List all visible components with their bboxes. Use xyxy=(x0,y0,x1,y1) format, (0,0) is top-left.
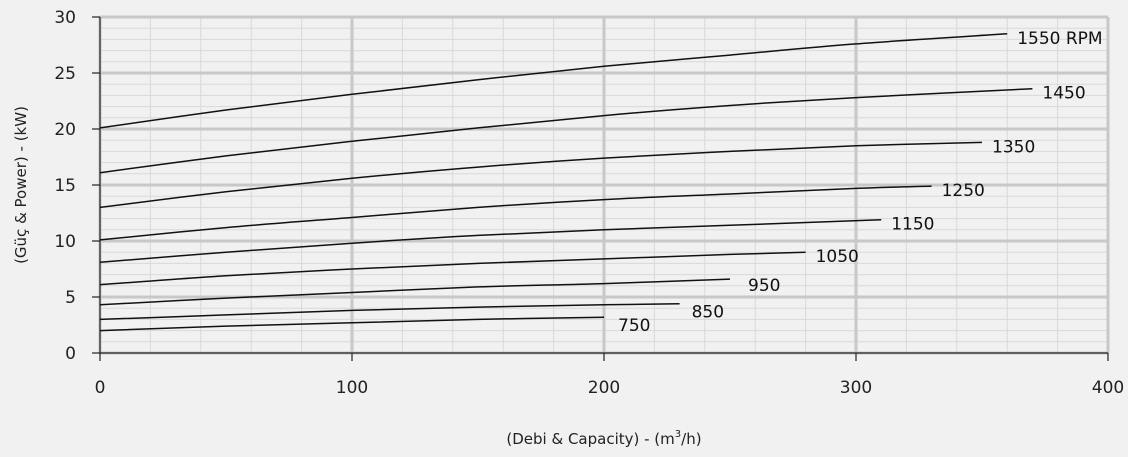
curve-label-1250: 1250 xyxy=(942,181,985,201)
x-tick-label: 400 xyxy=(1092,378,1124,398)
curve-1050 xyxy=(99,251,806,286)
curve-1350 xyxy=(99,141,983,209)
y-tick-label: 0 xyxy=(65,344,76,364)
axis-ticks: 0 100 200 300 400 0 5 10 15 20 25 30 xyxy=(54,8,1124,398)
y-tick-label: 15 xyxy=(54,176,76,196)
curve-label-850: 850 xyxy=(692,303,724,323)
curve-label-1450: 1450 xyxy=(1042,84,1085,104)
curve-label-1550: 1550 RPM xyxy=(1017,29,1102,49)
x-tick-label: 300 xyxy=(840,378,872,398)
y-tick-label: 25 xyxy=(54,64,76,84)
curve-850 xyxy=(99,302,680,321)
x-tick-label: 200 xyxy=(588,378,620,398)
curve-label-1050: 1050 xyxy=(816,247,859,267)
x-tick-label: 0 xyxy=(95,378,106,398)
y-tick-label: 10 xyxy=(54,232,76,252)
curve-label-1350: 1350 xyxy=(992,137,1035,157)
y-tick-label: 20 xyxy=(54,120,76,140)
curve-1450 xyxy=(99,87,1033,174)
curve-1550 xyxy=(99,33,1008,129)
curve-750 xyxy=(99,316,605,332)
curve-1150 xyxy=(99,218,882,264)
y-tick-label: 30 xyxy=(54,8,76,28)
rpm-curves xyxy=(99,33,1033,332)
curve-950 xyxy=(99,278,731,306)
x-axis-title: (Debi & Capacity) - (m3/h) xyxy=(506,429,701,448)
curve-label-950: 950 xyxy=(748,276,780,296)
x-tick-label: 100 xyxy=(336,378,368,398)
y-axis-title: (Güç & Power) - (kW) xyxy=(12,106,30,264)
curve-labels: 1550 RPM 1450 1350 1250 1150 1050 950 850 750 xyxy=(618,29,1103,336)
curve-1250 xyxy=(99,185,932,241)
curve-label-1150: 1150 xyxy=(891,215,934,235)
y-tick-label: 5 xyxy=(65,288,76,308)
curve-label-750: 750 xyxy=(618,316,650,336)
